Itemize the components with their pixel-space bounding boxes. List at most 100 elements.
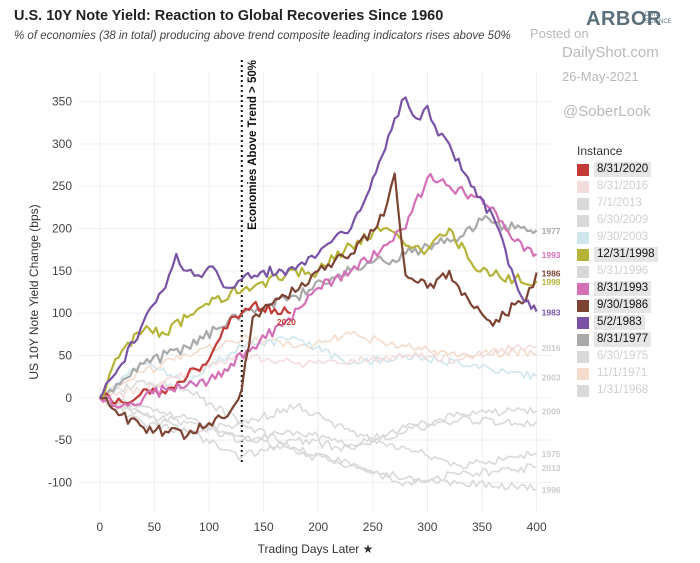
series-end-label-5-2-1983: 1983 [542,307,561,317]
series-line-9-30-1986 [99,172,538,440]
legend-item-9-30-2003[interactable]: 9/30/2003 [577,229,689,246]
legend-swatch [577,265,589,278]
legend-item-6-30-2009[interactable]: 6/30/2009 [577,212,689,229]
legend-item-8-31-2016[interactable]: 8/31/2016 [577,178,689,195]
x-tick-label: 350 [472,520,492,534]
legend-item-11-1-1971[interactable]: 11/1/1971 [577,365,689,382]
legend-label: 5/2/1983 [594,315,645,330]
legend-label: 6/30/1975 [597,350,649,362]
x-tick-label: 300 [417,520,437,534]
y-axis-label: US 10Y Note Yield Change (bps) [27,204,41,379]
y-tick-label: 0 [65,391,72,405]
brand-logo: ARBOR [586,8,662,30]
series-line-5-31-1996 [99,393,537,491]
y-tick-label: 150 [52,264,72,278]
series-line-6-30-2009 [99,396,538,461]
legend-item-8-31-2020[interactable]: 8/31/2020 [577,161,689,178]
x-tick-label: 400 [527,520,547,534]
watermark-handle: @SoberLook [563,103,651,120]
series-end-label-9-30-2003: 2003 [542,373,561,383]
trend-crossing-label: Economies Above Trend > 50% [247,60,259,230]
y-tick-label: -100 [48,475,72,489]
legend-swatch [577,248,589,261]
legend-swatch [577,384,589,397]
legend-label: 6/30/2009 [597,214,649,226]
y-tick-label: 300 [52,137,72,151]
series-line-8-31-1977 [99,214,538,399]
legend-item-1-31-1968[interactable]: 1/31/1968 [577,382,689,399]
legend-swatch [577,180,589,193]
series-line-11-1-1971 [99,330,537,401]
chart-subtitle: % of economies (38 in total) producing a… [14,30,511,42]
legend-label: 5/31/1996 [597,265,649,277]
series-line-5-2-1983 [98,96,538,399]
series-end-label-5-31-1996: 1996 [542,485,561,495]
legend-items: 8/31/2020 8/31/2016 7/1/2013 6/30/2009 9/30/… [577,161,689,399]
series-line-7-1-2013 [99,395,537,487]
series-end-label-8-31-2020: 2020 [277,317,296,327]
legend-label: 12/31/1998 [594,247,658,262]
series-end-label-6-30-2009: 2009 [542,406,561,416]
series-end-label-6-30-1975: 1975 [542,449,561,459]
x-tick-label: 50 [148,520,162,534]
legend-label: 9/30/1986 [594,298,652,313]
legend-item-5-2-1983[interactable]: 5/2/1983 [577,314,689,331]
series-line-1-31-1968 [99,396,538,449]
watermark-posted: Posted on [530,26,589,41]
legend-swatch [577,350,589,363]
legend-label: 8/31/1993 [594,281,652,296]
series-end-label-7-1-2013: 2013 [542,463,561,473]
x-tick-label: 200 [308,520,328,534]
x-tick-label: 0 [96,520,103,534]
chart-title: U.S. 10Y Note Yield: Reaction to Global … [14,8,444,24]
legend-label: 11/1/1971 [597,367,648,379]
brand-tagline-line-1: DATA [645,12,661,18]
y-tick-label: -50 [55,433,73,447]
legend-swatch [577,214,589,227]
legend-swatch [577,163,589,176]
x-tick-label: 150 [254,520,274,534]
legend-item-8-31-1993[interactable]: 8/31/1993 [577,280,689,297]
legend-swatch [577,333,589,346]
legend-swatch [577,299,589,312]
legend-item-9-30-1986[interactable]: 9/30/1986 [577,297,689,314]
x-tick-label: 250 [363,520,383,534]
legend-item-6-30-1975[interactable]: 6/30/1975 [577,348,689,365]
y-tick-label: 350 [52,95,72,109]
series-end-label-8-31-2016: 2016 [542,343,561,353]
series-end-label-8-31-1977: 1977 [542,226,561,236]
legend-swatch [577,367,589,380]
legend-item-7-1-2013[interactable]: 7/1/2013 [577,195,689,212]
series-line-8-31-2016 [99,344,537,402]
series-end-label-9-30-1986: 1986 [542,269,561,279]
y-tick-label: 200 [52,222,72,236]
brand-tagline: DATA SCIENCE [645,12,672,26]
series-end-label-8-31-1993: 1993 [542,250,561,260]
legend-swatch [577,231,589,244]
brand-tagline-line-2: SCIENCE [645,19,672,25]
x-axis-label: Trading Days Later ★ [258,542,374,556]
x-tick-label: 100 [199,520,219,534]
watermark-site: DailyShot.com [562,44,659,61]
legend-label: 1/31/1968 [597,384,649,396]
y-tick-label: 250 [52,179,72,193]
legend-item-8-31-1977[interactable]: 8/31/1977 [577,331,689,348]
legend-label: 7/1/2013 [597,197,642,209]
legend-title: Instance [577,144,623,158]
legend-item-12-31-1998[interactable]: 12/31/1998 [577,246,689,263]
y-tick-label: 50 [59,348,73,362]
series-line-8-31-1993 [98,172,538,409]
legend-swatch [577,316,589,329]
legend-label: 8/31/1977 [594,332,652,347]
legend: Instance 8/31/2020 8/31/2016 7/1/2013 6/30/… [577,144,689,399]
series-line-9-30-2003 [99,335,538,399]
series-end-label-12-31-1998: 1998 [542,277,561,287]
watermark-date: 26-May-2021 [562,69,639,84]
legend-label: 8/31/2020 [594,162,652,177]
y-tick-label: 100 [52,306,72,320]
legend-swatch [577,282,589,295]
legend-label: 9/30/2003 [597,231,649,243]
legend-item-5-31-1996[interactable]: 5/31/1996 [577,263,689,280]
legend-label: 8/31/2016 [597,180,649,192]
